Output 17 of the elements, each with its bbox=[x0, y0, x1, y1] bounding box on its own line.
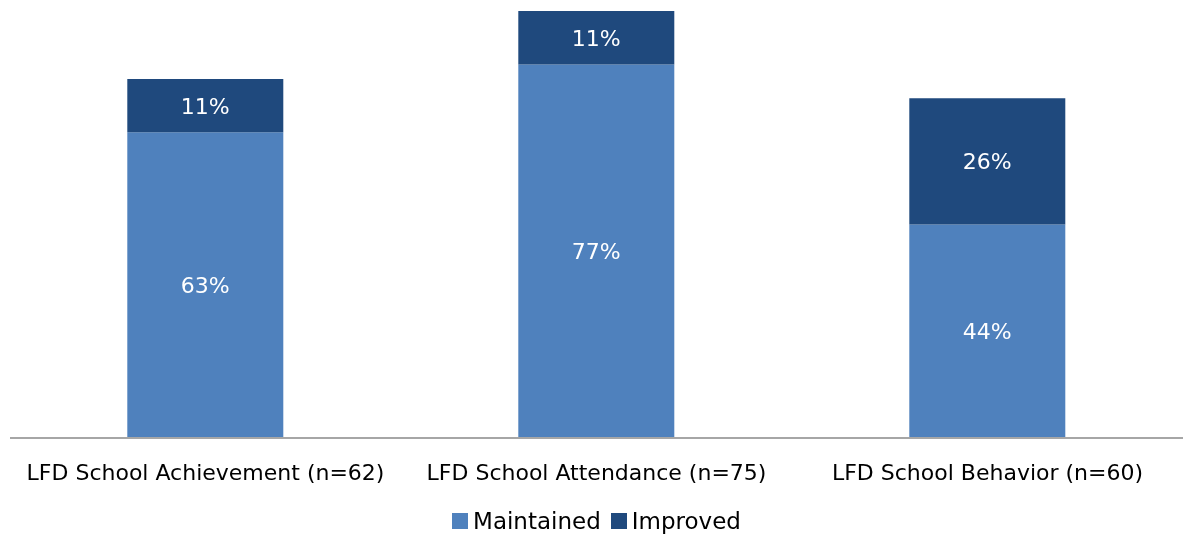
x-tick-label: LFD School Attendance (n=75) bbox=[426, 459, 767, 485]
bar bbox=[909, 98, 1066, 225]
bar bbox=[518, 64, 675, 438]
x-tick-label: LFD School Behavior (n=60) bbox=[831, 459, 1144, 485]
data-label: 63% bbox=[180, 273, 230, 299]
data-label: 77% bbox=[571, 239, 621, 265]
x-tick-label: LFD School Achievement (n=62) bbox=[26, 459, 385, 485]
bar bbox=[127, 78, 284, 133]
bar bbox=[518, 11, 675, 65]
data-label: 26% bbox=[962, 149, 1012, 175]
data-label: 44% bbox=[962, 319, 1012, 345]
data-label: 11% bbox=[571, 25, 621, 51]
legend-label: Improved bbox=[630, 508, 741, 534]
data-label: 11% bbox=[180, 93, 230, 119]
bar bbox=[127, 132, 284, 438]
bar bbox=[909, 224, 1066, 438]
legend-label: Maintained bbox=[472, 508, 601, 534]
